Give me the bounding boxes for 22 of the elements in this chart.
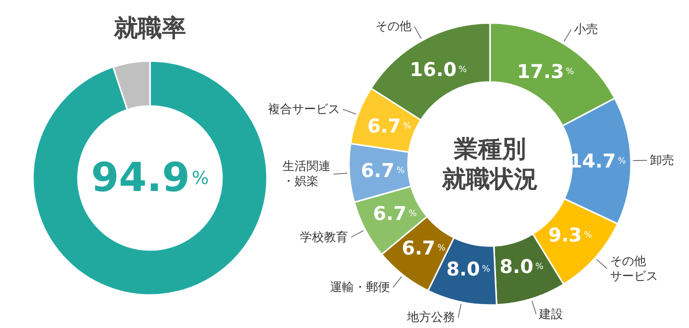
data-label: 16.0% [410,58,467,81]
slice-label: その他サービス [610,254,658,284]
slice-label: 学校教育 [300,230,348,245]
slice-label: 小売 [574,22,598,38]
data-label: 17.3% [517,60,574,83]
data-label: 6.7% [367,116,412,138]
slice-label: 卸売 [650,152,674,168]
slice-label: 生活関連・娯楽 [282,159,330,190]
data-label: 8.0% [446,258,490,280]
data-label: 6.7% [360,160,405,182]
slice-label: 地方公務 [407,310,456,326]
data-label: 94.9% [91,155,209,201]
data-label: 9.3% [548,224,592,247]
data-label: 6.7% [402,238,446,260]
chart-title: 就職率 [114,13,186,43]
slice-label: 複合サービス [268,102,340,117]
text: 業種別就職状況 [442,134,538,194]
slice-label: 運輸・郵便 [330,280,390,295]
data-label: 8.0% [500,256,544,278]
slice-label: 建設 [539,306,564,322]
data-label: 6.7% [372,203,417,226]
slice-label: その他 [375,18,412,34]
